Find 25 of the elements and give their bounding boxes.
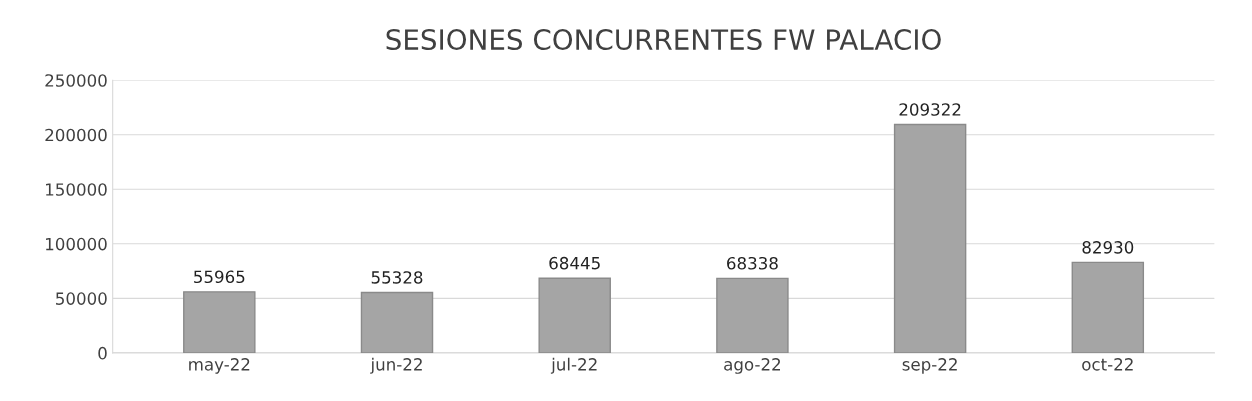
- data-label: 82930: [1082, 241, 1134, 254]
- bar: [360, 291, 434, 353]
- y-tick-label: 0: [98, 346, 107, 360]
- y-tick-label: 100000: [46, 237, 107, 251]
- chart-title: SESIONES CONCURRENTES FW PALACIO: [386, 29, 941, 51]
- x-tick-label: may-22: [189, 358, 250, 374]
- x-tick-label: jul-22: [550, 357, 597, 374]
- bar: [716, 277, 789, 353]
- bar: [893, 123, 967, 353]
- bar: [538, 277, 611, 353]
- x-tick-label: sep-22: [902, 358, 957, 374]
- data-label: 68338: [727, 256, 778, 270]
- data-label: 55965: [194, 270, 245, 284]
- data-label: 55328: [371, 271, 423, 284]
- y-tick-label: 250000: [45, 74, 107, 87]
- data-label: 209322: [899, 103, 961, 116]
- data-label: 68445: [549, 256, 600, 270]
- bar: [183, 291, 256, 353]
- x-tick-label: oct-22: [1082, 358, 1133, 371]
- y-tick-label: 150000: [46, 183, 107, 196]
- y-tick-label: 200000: [45, 128, 107, 142]
- bar: [1071, 261, 1145, 353]
- y-tick-label: 50000: [56, 292, 107, 305]
- x-tick-label: jun-22: [370, 357, 422, 374]
- x-tick-label: ago-22: [724, 358, 780, 374]
